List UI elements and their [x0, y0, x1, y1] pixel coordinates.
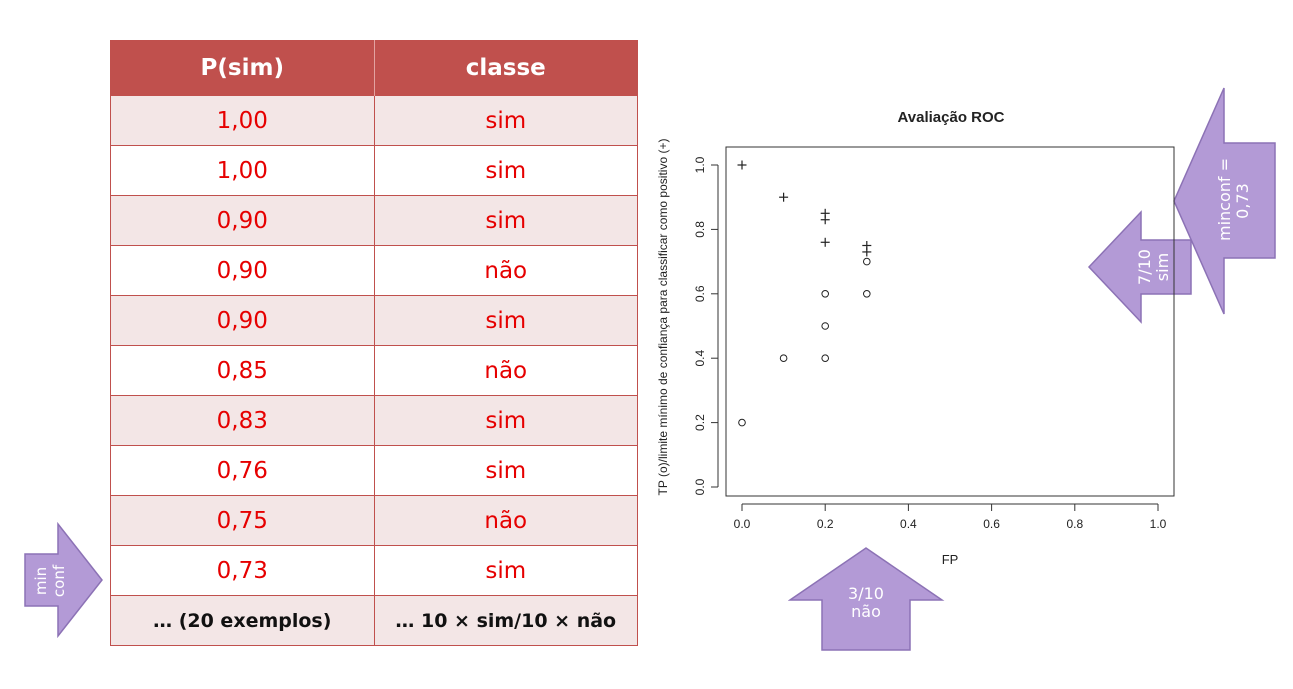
roc-point-circle: [863, 290, 871, 298]
threshold-point-plus: [820, 215, 830, 225]
cell-psim: 0,90: [110, 195, 375, 246]
roc-point-circle: [821, 290, 829, 298]
minconf-line1: minconf =: [1215, 157, 1234, 241]
cell-classe: sim: [374, 95, 638, 146]
fp-line1: 3/10: [848, 584, 884, 603]
y-tick-label: 0.8: [693, 221, 707, 238]
cell-classe: não: [374, 245, 638, 296]
cell-psim: 0,83: [110, 395, 375, 446]
table-row: 0,76 sim: [110, 445, 638, 496]
column-header-psim: P(sim): [110, 40, 375, 96]
x-tick-label: 0.4: [900, 517, 917, 531]
y-tick-label: 0.4: [693, 350, 707, 367]
probability-table: P(sim) classe 1,00 sim 1,00 sim 0,90 sim…: [110, 40, 638, 646]
table-summary-row: … (20 exemplos) … 10 × sim/10 × não: [110, 595, 638, 646]
y-tick-label: 0.6: [693, 285, 707, 302]
cell-psim: 0,85: [110, 345, 375, 396]
y-tick-label: 0.2: [693, 414, 707, 431]
cell-classe: sim: [374, 195, 638, 246]
y-axis-label: TP (o)/limite mínimo de confiança para c…: [656, 139, 670, 496]
axes-layer: 0.0 0.2 0.4 0.6 0.8 1.0 0.0 0.2 0.4 0.6 0.8 1.0: [693, 156, 1167, 531]
roc-chart: Avaliação ROC TP (o)/limite mínimo de co…: [656, 109, 1175, 567]
table-body: 1,00 sim 1,00 sim 0,90 sim 0,90 não 0,90…: [110, 95, 638, 646]
threshold-point-plus: [737, 160, 747, 170]
column-header-classe: classe: [374, 40, 638, 96]
cell-psim: 0,75: [110, 495, 375, 546]
fp-label: 3/10 não: [822, 585, 910, 621]
chart-title: Avaliação ROC: [898, 109, 1005, 126]
table-row: 0,90 sim: [110, 295, 638, 346]
roc-point-circle: [821, 322, 829, 330]
x-axis-label: FP: [942, 552, 959, 567]
tp-arrow: [1087, 210, 1192, 324]
cell-psim: 0,76: [110, 445, 375, 496]
cell-classe: sim: [374, 145, 638, 196]
table-header-row: P(sim) classe: [110, 40, 638, 96]
table-row: 0,90 sim: [110, 195, 638, 246]
cell-classe: sim: [374, 395, 638, 446]
threshold-point-plus: [862, 247, 872, 257]
fp-line2: não: [851, 602, 881, 621]
table-row: 1,00 sim: [110, 145, 638, 196]
threshold-point-plus: [820, 237, 830, 247]
x-tick-label: 0.8: [1066, 517, 1083, 531]
summary-examples: … (20 exemplos): [110, 595, 375, 646]
y-tick-label: 1.0: [693, 156, 707, 173]
cell-psim: 1,00: [110, 145, 375, 196]
x-tick-label: 1.0: [1150, 517, 1167, 531]
cell-classe: não: [374, 345, 638, 396]
fp-arrow: [788, 547, 945, 651]
table-row: 0,90 não: [110, 245, 638, 296]
minconf-arrow: [1173, 87, 1276, 315]
roc-point-circle: [738, 418, 746, 427]
min-conf-line2: conf: [50, 564, 68, 598]
roc-point-circle: [779, 354, 788, 363]
points-layer: [737, 160, 872, 427]
plot-frame: [725, 146, 1175, 497]
min-conf-line1: min: [32, 566, 50, 596]
cell-psim: 0,73: [110, 545, 375, 596]
minconf-label: minconf = 0,73: [1215, 157, 1256, 241]
cell-classe: sim: [374, 445, 638, 496]
cell-classe: sim: [374, 295, 638, 346]
table-row: 1,00 sim: [110, 95, 638, 146]
min-conf-label: min conf: [32, 549, 68, 613]
table-row: 0,85 não: [110, 345, 638, 396]
cell-psim: 1,00: [110, 95, 375, 146]
threshold-point-plus: [779, 192, 789, 202]
table-row: 0,73 sim: [110, 545, 638, 596]
table-row: 0,75 não: [110, 495, 638, 546]
table-row: 0,83 sim: [110, 395, 638, 446]
min-conf-arrow: [24, 522, 103, 638]
cell-psim: 0,90: [110, 245, 375, 296]
cell-classe: sim: [374, 545, 638, 596]
minconf-line2: 0,73: [1233, 183, 1252, 219]
roc-point-circle: [863, 257, 871, 266]
cell-classe: não: [374, 495, 638, 546]
x-tick-label: 0.2: [817, 517, 834, 531]
roc-point-circle: [821, 354, 829, 363]
y-tick-label: 0.0: [693, 478, 707, 495]
summary-class-count: … 10 × sim/10 × não: [374, 595, 638, 646]
x-tick-label: 0.6: [983, 517, 1000, 531]
cell-psim: 0,90: [110, 295, 375, 346]
x-tick-label: 0.0: [734, 517, 751, 531]
